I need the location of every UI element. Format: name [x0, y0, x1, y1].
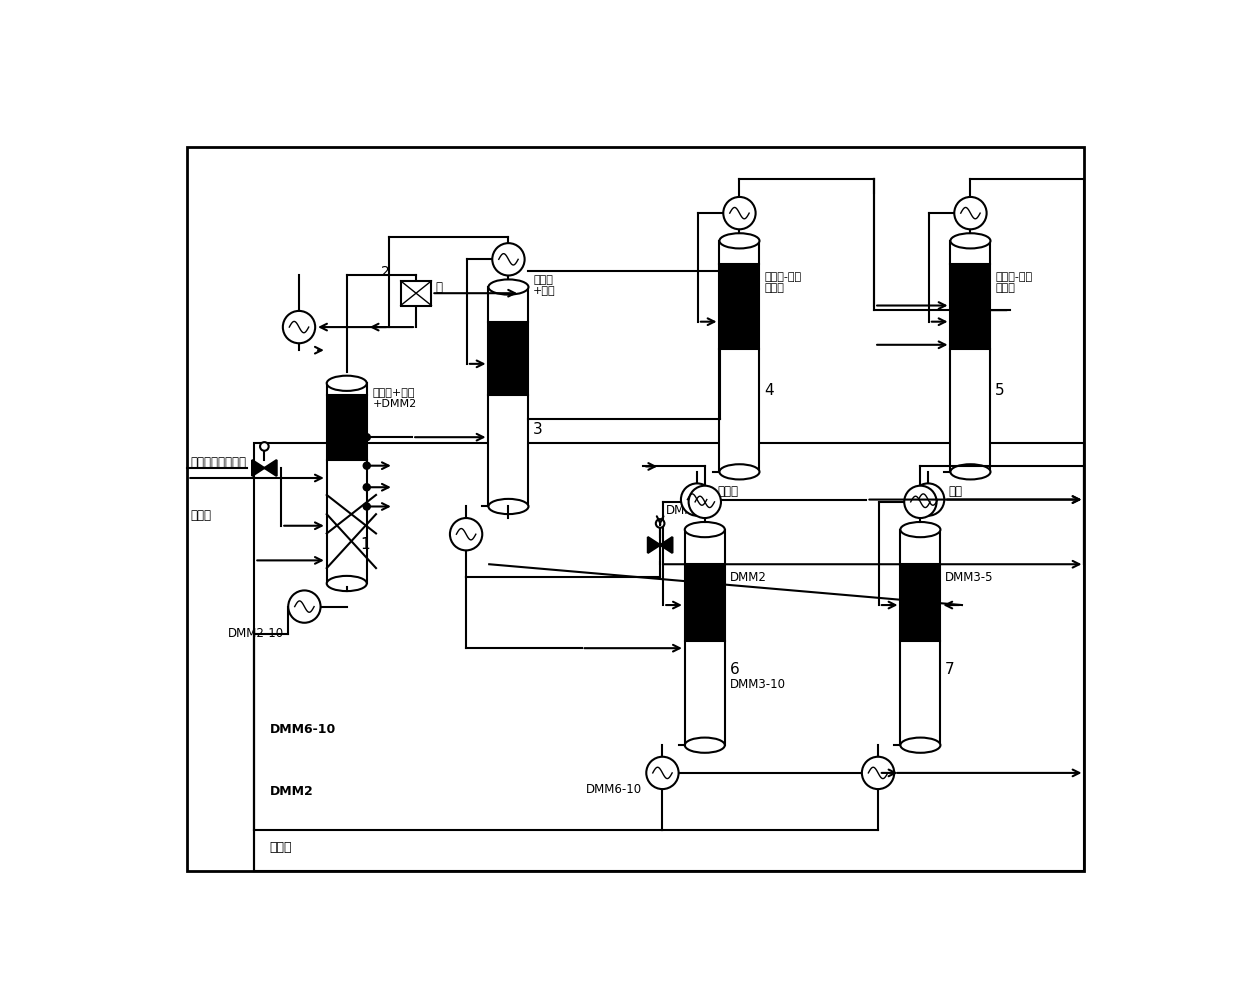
- Bar: [489, 322, 528, 394]
- Text: DMM2: DMM2: [270, 785, 314, 798]
- Circle shape: [723, 197, 755, 229]
- Circle shape: [288, 591, 321, 623]
- Text: 甲缩醉-甲醇
共沸物: 甲缩醉-甲醇 共沸物: [994, 272, 1032, 293]
- Bar: [900, 564, 940, 641]
- Text: DMM2: DMM2: [666, 504, 703, 517]
- Text: 甲缩醉: 甲缩醉: [717, 485, 738, 498]
- Text: 7: 7: [945, 662, 955, 677]
- Text: DMM6-10: DMM6-10: [270, 723, 336, 736]
- Circle shape: [681, 484, 713, 516]
- Circle shape: [362, 483, 371, 492]
- Bar: [719, 240, 759, 472]
- Ellipse shape: [326, 575, 367, 592]
- Text: DMM3-5: DMM3-5: [945, 570, 993, 583]
- Text: 甲醇: 甲醇: [949, 485, 962, 498]
- Ellipse shape: [684, 522, 725, 537]
- Text: 6: 6: [729, 662, 739, 677]
- Text: 4: 4: [764, 383, 774, 398]
- Polygon shape: [647, 537, 672, 553]
- Text: 水: 水: [435, 281, 443, 294]
- Text: 甲缩醉+甲醇
+DMM2: 甲缩醉+甲醇 +DMM2: [373, 388, 417, 409]
- Polygon shape: [252, 460, 277, 476]
- Bar: [326, 383, 367, 583]
- Bar: [719, 264, 759, 349]
- Ellipse shape: [326, 375, 367, 391]
- Circle shape: [646, 757, 678, 789]
- Circle shape: [492, 243, 525, 276]
- Text: DMM6-10: DMM6-10: [587, 784, 642, 797]
- Circle shape: [362, 462, 371, 470]
- Ellipse shape: [684, 737, 725, 752]
- Circle shape: [450, 518, 482, 550]
- Circle shape: [955, 197, 987, 229]
- Bar: [900, 529, 940, 745]
- Circle shape: [911, 484, 945, 516]
- Ellipse shape: [489, 499, 528, 514]
- Ellipse shape: [719, 464, 759, 480]
- Circle shape: [362, 433, 371, 442]
- Text: 2: 2: [382, 265, 391, 279]
- Bar: [326, 394, 367, 461]
- Circle shape: [688, 486, 720, 518]
- Text: DMM2-10: DMM2-10: [228, 627, 284, 640]
- Circle shape: [656, 519, 665, 528]
- Text: 甲缩醉: 甲缩醉: [191, 509, 212, 522]
- Circle shape: [904, 486, 936, 518]
- Circle shape: [862, 757, 894, 789]
- Text: DMM3-10: DMM3-10: [729, 678, 785, 691]
- Text: 1: 1: [361, 537, 371, 552]
- Text: 3: 3: [533, 423, 543, 438]
- Ellipse shape: [719, 233, 759, 248]
- Text: DMM2: DMM2: [729, 570, 766, 583]
- Circle shape: [283, 311, 315, 343]
- Circle shape: [260, 442, 269, 451]
- Text: 5: 5: [994, 383, 1004, 398]
- Bar: [950, 264, 991, 349]
- Bar: [684, 564, 725, 641]
- Text: 含水链增长反应物: 含水链增长反应物: [191, 456, 247, 469]
- Text: 甲缩醉
+甲醇: 甲缩醉 +甲醇: [533, 275, 556, 297]
- Ellipse shape: [900, 737, 940, 752]
- Bar: [684, 529, 725, 745]
- Ellipse shape: [950, 464, 991, 480]
- Circle shape: [362, 502, 371, 511]
- Ellipse shape: [489, 280, 528, 295]
- Bar: [254, 444, 1085, 871]
- Bar: [401, 281, 432, 306]
- Ellipse shape: [900, 522, 940, 537]
- Bar: [950, 240, 991, 472]
- Text: 甲缩醉: 甲缩醉: [270, 841, 293, 854]
- Ellipse shape: [950, 233, 991, 248]
- Bar: [489, 287, 528, 506]
- Text: 甲缩醉-甲醇
共沸物: 甲缩醉-甲醇 共沸物: [764, 272, 801, 293]
